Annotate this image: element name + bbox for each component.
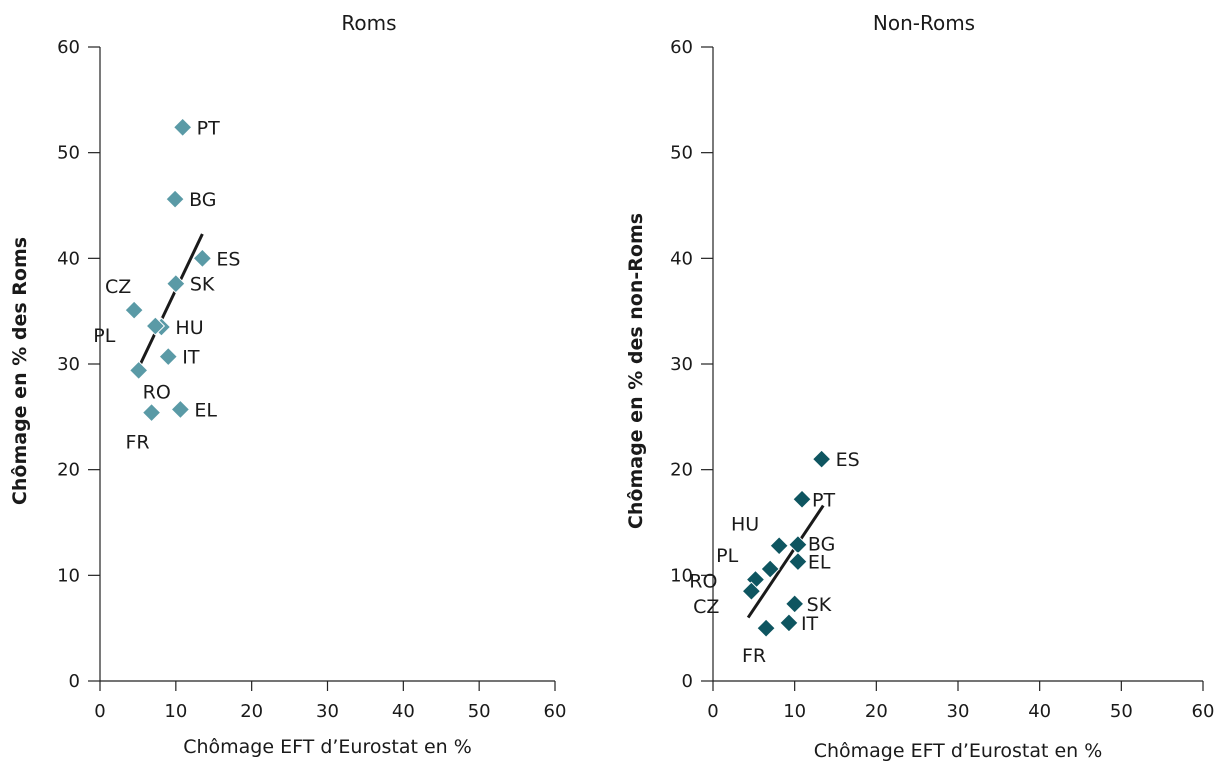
trend-line: [136, 233, 204, 370]
panel-non-roms: Non-Roms 0 10 20 30 40 50 60 0 10 20 30 40 50 60 Chômag…: [625, 11, 1214, 762]
y-axis-label: Chômage en % des non-Roms: [625, 213, 647, 529]
x-tick-label: 60: [544, 701, 567, 722]
y-tick-label: 30: [670, 354, 693, 375]
y-tick-label: 0: [682, 671, 693, 692]
x-tick-label: 10: [783, 701, 806, 722]
point-label-cz: CZ: [693, 596, 719, 618]
point-label-pt: PT: [197, 117, 220, 139]
y-tick-label: 0: [69, 671, 80, 692]
x-tick-label: 50: [468, 701, 491, 722]
x-tick-label: 30: [316, 701, 339, 722]
point-label-ro: RO: [689, 571, 717, 593]
x-tick-label: 40: [392, 701, 415, 722]
point-pt: [792, 489, 812, 509]
y-tick-label: 60: [57, 37, 80, 58]
point-ro: [128, 360, 149, 381]
point-it: [779, 613, 799, 633]
point-el: [170, 399, 191, 420]
point-es: [192, 248, 213, 269]
point-label-cz: CZ: [105, 276, 131, 298]
point-pl: [760, 559, 780, 579]
point-el: [788, 551, 808, 572]
x-axis-label: Chômage EFT d’Eurostat en %: [814, 740, 1103, 762]
x-tick-label: 30: [947, 701, 970, 722]
point-label-hu: HU: [731, 514, 759, 536]
point-fr: [756, 618, 776, 638]
y-tick-label: 10: [57, 565, 80, 586]
point-fr: [141, 402, 162, 423]
point-label-es: ES: [216, 248, 240, 270]
chart-title: Roms: [341, 11, 396, 35]
y-tick-label: 40: [670, 248, 693, 269]
x-tick-label: 40: [1028, 701, 1051, 722]
x-tick-label: 60: [1192, 701, 1215, 722]
point-label-el: EL: [808, 552, 831, 574]
point-label-it: IT: [182, 347, 200, 369]
point-label-pl: PL: [716, 545, 738, 567]
point-label-pt: PT: [812, 489, 835, 511]
point-label-fr: FR: [742, 645, 766, 667]
point-label-sk: SK: [807, 594, 832, 616]
point-bg: [165, 189, 185, 209]
point-label-el: EL: [194, 399, 217, 421]
point-it: [158, 346, 178, 367]
point-pt: [172, 117, 193, 138]
point-cz: [741, 581, 762, 601]
y-tick-label: 50: [670, 143, 693, 164]
y-tick-label: 40: [57, 248, 80, 269]
point-label-bg: BG: [189, 189, 216, 211]
point-label-hu: HU: [175, 317, 203, 339]
point-label-bg: BG: [808, 534, 835, 556]
chart-title: Non-Roms: [873, 11, 975, 35]
y-tick-label: 50: [57, 143, 80, 164]
x-axis-label: Chômage EFT d’Eurostat en %: [183, 736, 472, 758]
point-hu: [769, 536, 789, 556]
point-sk: [166, 273, 186, 294]
x-tick-label: 20: [865, 701, 888, 722]
y-tick-label: 20: [57, 460, 80, 481]
x-tick-label: 50: [1110, 701, 1133, 722]
point-label-pl: PL: [93, 325, 115, 347]
point-label-fr: FR: [125, 432, 149, 454]
panel-roms: Roms 0 10 20 30 40 50 60 0 10 20 30 40 50 60 Chômage EF…: [9, 11, 566, 758]
point-sk: [784, 594, 805, 614]
y-tick-label: 60: [670, 37, 693, 58]
trend-line: [746, 504, 825, 619]
point-es: [811, 449, 832, 469]
y-axis-label: Chômage en % des Roms: [9, 237, 31, 505]
point-label-it: IT: [801, 613, 819, 635]
point-label-es: ES: [836, 449, 860, 471]
point-label-sk: SK: [190, 274, 215, 296]
x-tick-label: 20: [240, 701, 263, 722]
point-cz: [124, 300, 144, 320]
y-tick-label: 30: [57, 354, 80, 375]
x-tick-label: 0: [94, 701, 105, 722]
y-tick-label: 20: [670, 460, 693, 481]
x-tick-label: 0: [707, 701, 718, 722]
y-tick-label: 10: [670, 565, 693, 586]
point-pl: [145, 316, 166, 336]
point-label-ro: RO: [143, 381, 171, 403]
x-tick-label: 10: [164, 701, 187, 722]
